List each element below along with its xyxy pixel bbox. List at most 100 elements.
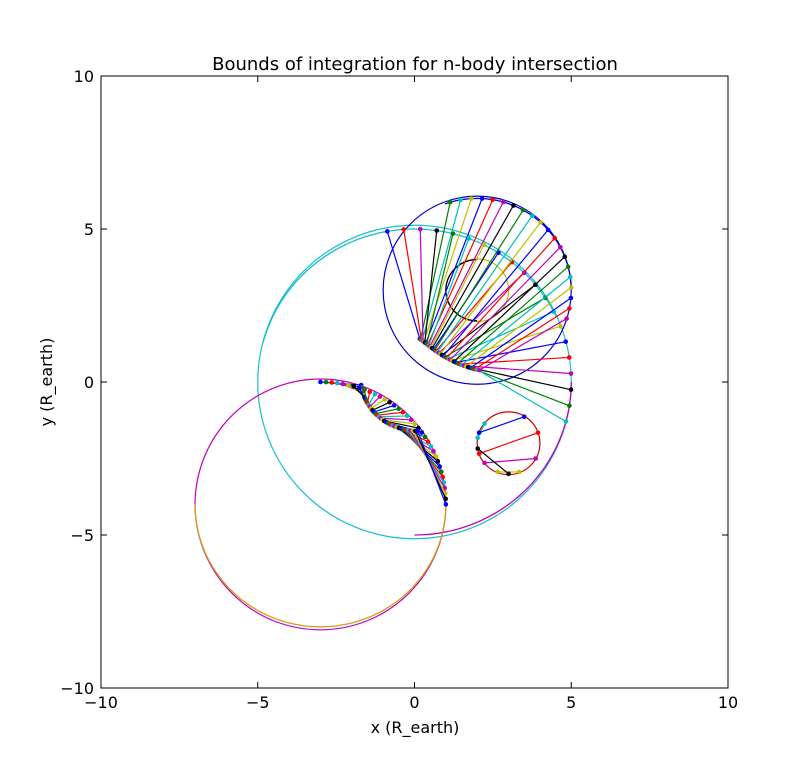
lower-point-b-19 [412, 421, 418, 427]
x-tick-label-4: 10 [718, 693, 738, 712]
upper-chord-19 [439, 222, 542, 355]
lower-point-b-14 [391, 403, 397, 408]
upper-chord-38 [476, 369, 567, 423]
upper-point-b-36 [567, 403, 572, 409]
upper-point-b-32 [568, 371, 574, 376]
lower-chord-12 [370, 398, 386, 410]
small-chord-4 [477, 448, 509, 475]
upper-point-b-4 [417, 226, 423, 232]
upper-chord-11 [429, 201, 504, 347]
upper-chord-8 [426, 233, 454, 345]
small-chord-5 [478, 416, 525, 434]
upper-point-b-3 [458, 197, 463, 203]
axes-frame [100, 75, 729, 689]
arc-0 [262, 228, 558, 343]
lower-chord-18 [380, 417, 412, 421]
upper-chord-23 [446, 237, 556, 359]
upper-chord-6 [424, 230, 438, 343]
small-point-a-0 [476, 451, 482, 456]
upper-chord-15 [434, 209, 524, 351]
small-point-b-1 [482, 421, 487, 426]
upper-point-b-30 [566, 355, 572, 360]
upper-point-b-39 [564, 316, 569, 321]
upper-chord-1 [420, 202, 451, 340]
lower-point-b-6 [351, 384, 357, 389]
lower-chord-19 [382, 419, 415, 425]
x-tick-label-3: 5 [566, 693, 576, 712]
small-point-a-1 [475, 435, 480, 441]
small-point-b-2 [533, 456, 538, 461]
upper-chord-27 [453, 256, 566, 363]
upper-chord-33 [465, 287, 572, 367]
upper-chord-36 [472, 367, 570, 407]
lower-point-b-24 [428, 444, 434, 449]
arc-2 [414, 381, 572, 536]
y-axis-label: y (R_earth) [37, 338, 57, 427]
axis-ticks: −10 −5 0 5 10 −10 −5 0 5 10 [60, 67, 738, 712]
upper-chord-13 [431, 205, 514, 349]
upper-chord-10 [428, 238, 470, 346]
y-tick-label-4: 10 [74, 67, 94, 86]
upper-point-b-12 [481, 242, 487, 248]
lower-chord-17 [378, 415, 408, 418]
lower-chord-15 [375, 408, 399, 415]
upper-chord-12 [430, 244, 485, 348]
upper-point-b-8 [450, 231, 456, 236]
lower-point-b-23 [425, 439, 431, 444]
lower-chord-16 [377, 411, 404, 416]
x-tick-label-2: 0 [409, 693, 419, 712]
x-axis-label: x (R_earth) [371, 718, 460, 738]
small-point-a-3 [495, 469, 501, 475]
y-tick-label-0: −10 [60, 679, 94, 698]
upper-chord-37 [474, 307, 570, 370]
lower-point-b-7 [356, 385, 362, 391]
lower-point-b-1 [323, 379, 329, 385]
upper-point-b-28 [563, 339, 569, 344]
upper-point-b-33 [568, 285, 574, 290]
small-point-b-5 [521, 414, 527, 419]
upper-point-a-39 [477, 367, 482, 373]
upper-point-b-13 [511, 203, 516, 208]
lower-point-b-26 [433, 453, 439, 459]
small-point-a-4 [475, 446, 480, 451]
upper-point-b-17 [529, 213, 535, 219]
lower-point-a-35 [415, 428, 420, 434]
upper-point-b-11 [500, 199, 506, 205]
small-point-b-4 [506, 471, 511, 477]
plot-area [194, 195, 574, 631]
x-tick-label-0: −10 [84, 693, 118, 712]
upper-point-b-9 [490, 197, 496, 202]
upper-chord-29 [457, 266, 569, 364]
upper-point-b-10 [466, 236, 472, 241]
lower-point-b-15 [396, 406, 401, 412]
upper-point-b-5 [469, 196, 474, 201]
upper-point-b-19 [538, 220, 543, 225]
lower-chord-35 [417, 430, 447, 505]
lower-point-b-9 [367, 389, 373, 395]
lower-chord-14 [373, 404, 395, 413]
upper-point-b-29 [565, 264, 571, 270]
lower-point-b-13 [387, 399, 392, 405]
upper-chord-34 [468, 366, 572, 391]
upper-point-b-25 [557, 244, 563, 250]
lower-point-b-27 [435, 459, 441, 464]
lower-point-b-0 [318, 379, 323, 385]
arc-3 [194, 504, 447, 628]
lower-point-b-18 [408, 417, 414, 423]
upper-point-b-21 [545, 227, 551, 233]
lower-point-b-4 [340, 381, 346, 387]
lower-chord-11 [369, 396, 381, 408]
upper-point-b-26 [558, 324, 563, 329]
upper-chord-25 [449, 246, 561, 361]
upper-chord-32 [463, 365, 572, 375]
x-tick-label-1: −5 [246, 693, 270, 712]
small-chord-0 [478, 432, 539, 455]
small-point-b-0 [535, 430, 541, 436]
y-tick-label-1: −5 [70, 526, 94, 545]
lower-chord-13 [372, 401, 390, 411]
upper-chord-3 [421, 199, 462, 341]
upper-point-b-2 [401, 227, 407, 232]
upper-chord-35 [470, 297, 572, 369]
y-tick-label-2: 0 [84, 373, 94, 392]
upper-chord-0 [386, 231, 421, 339]
